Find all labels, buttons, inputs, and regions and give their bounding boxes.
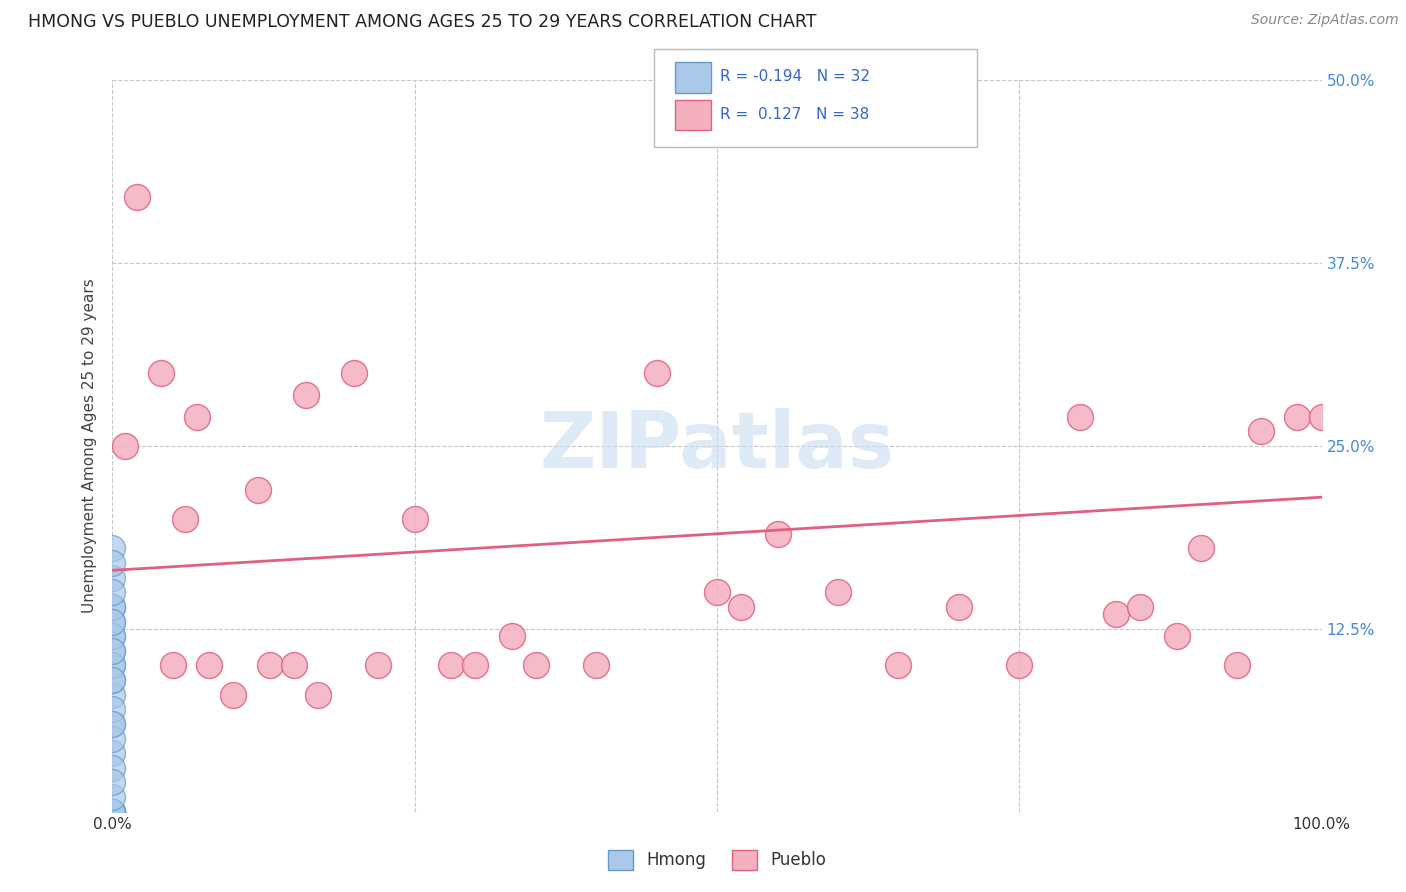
Text: ZIPatlas: ZIPatlas [540, 408, 894, 484]
Point [101, 717, 124, 731]
Point [149, 366, 172, 380]
Point [948, 599, 970, 614]
Point [101, 775, 124, 789]
Point [766, 526, 789, 541]
Point [101, 702, 124, 716]
Point [404, 512, 426, 526]
Point [101, 644, 124, 658]
Point [501, 629, 523, 643]
Point [101, 629, 124, 643]
Point [101, 746, 124, 760]
Point [101, 599, 124, 614]
Point [1105, 607, 1128, 622]
Point [101, 790, 124, 805]
Point [101, 673, 124, 687]
Point [1250, 425, 1272, 439]
Point [283, 658, 305, 673]
Point [101, 615, 124, 629]
Point [706, 585, 728, 599]
Point [101, 629, 124, 643]
Y-axis label: Unemployment Among Ages 25 to 29 years: Unemployment Among Ages 25 to 29 years [82, 278, 97, 614]
Point [101, 658, 124, 673]
Point [186, 409, 208, 424]
Point [1008, 658, 1031, 673]
Point [125, 190, 148, 204]
Text: Source: ZipAtlas.com: Source: ZipAtlas.com [1251, 13, 1399, 28]
Point [101, 805, 124, 819]
Point [1310, 409, 1333, 424]
Point [101, 717, 124, 731]
Point [367, 658, 389, 673]
Point [101, 556, 124, 570]
Point [1189, 541, 1212, 556]
Legend: Hmong, Pueblo: Hmong, Pueblo [602, 843, 832, 877]
Point [1286, 409, 1309, 424]
Point [524, 658, 547, 673]
Point [101, 615, 124, 629]
Point [101, 805, 124, 819]
Point [101, 805, 124, 819]
Point [343, 366, 366, 380]
Point [101, 805, 124, 819]
Point [198, 658, 221, 673]
Point [1129, 599, 1152, 614]
Point [246, 483, 269, 497]
Point [101, 805, 124, 819]
Point [1166, 629, 1188, 643]
Point [101, 644, 124, 658]
Point [101, 688, 124, 702]
Point [101, 658, 124, 673]
Point [887, 658, 910, 673]
Point [101, 673, 124, 687]
Point [222, 688, 245, 702]
Point [162, 658, 184, 673]
Text: HMONG VS PUEBLO UNEMPLOYMENT AMONG AGES 25 TO 29 YEARS CORRELATION CHART: HMONG VS PUEBLO UNEMPLOYMENT AMONG AGES … [28, 13, 817, 31]
Point [259, 658, 281, 673]
Point [101, 731, 124, 746]
Point [114, 439, 136, 453]
Point [101, 761, 124, 775]
Point [101, 541, 124, 556]
Point [585, 658, 607, 673]
Point [645, 366, 668, 380]
Point [295, 388, 318, 402]
Text: R = -0.194   N = 32: R = -0.194 N = 32 [720, 70, 870, 84]
Point [827, 585, 849, 599]
Point [464, 658, 486, 673]
Point [101, 805, 124, 819]
Point [440, 658, 463, 673]
Point [730, 599, 752, 614]
Point [307, 688, 329, 702]
Point [1226, 658, 1249, 673]
Point [1069, 409, 1091, 424]
Point [101, 585, 124, 599]
Point [101, 599, 124, 614]
Point [174, 512, 197, 526]
Point [101, 571, 124, 585]
Text: R =  0.127   N = 38: R = 0.127 N = 38 [720, 107, 869, 121]
Point [101, 805, 124, 819]
